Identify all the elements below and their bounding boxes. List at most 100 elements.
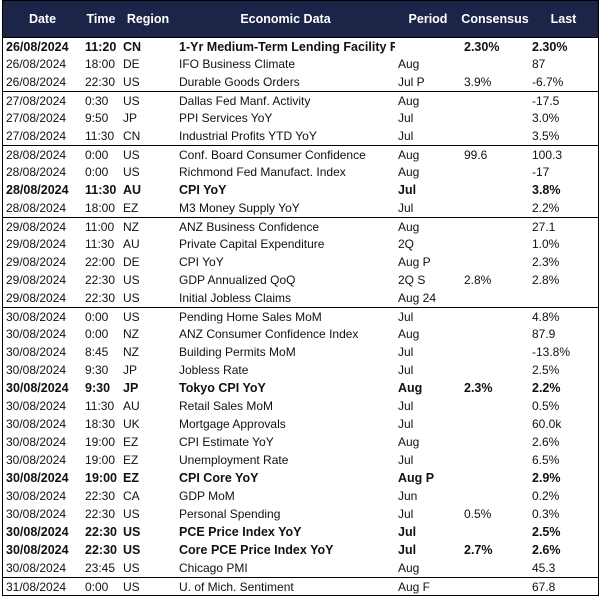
cell: 22:30 [85,543,117,557]
cell: 11:00 [85,219,115,234]
cell: 87.9 [532,327,556,341]
cell: Mortgage Approvals [179,417,286,431]
cell: 8:45 [85,345,109,359]
cell: Jul [398,111,414,125]
cell: Jul P [398,75,425,89]
data-row: 30/08/2024 19:00 EZ CPI Estimate YoY Aug 2.6% [3,433,598,451]
cell: Personal Spending [179,507,281,521]
cell: -6.7% [532,75,564,89]
cell: Jul [398,183,417,197]
cell: 67.8 [532,579,556,594]
data-row: 30/08/2024 9:30 JP Jobless Rate Jul 2.5% [3,361,598,379]
cell: 22:30 [85,291,116,305]
cell: 2.8% [464,273,492,287]
cell: NZ [123,219,139,234]
cell: 30/08/2024 [6,453,67,467]
data-row: 29/08/2024 22:30 US Initial Jobless Claims A… [3,289,598,307]
cell: US [123,165,140,179]
cell: US [123,291,140,305]
cell: 0.3% [532,507,560,521]
cell: PCE Price Index YoY [179,525,302,539]
cell: US [123,507,140,521]
cell: 29/08/2024 [6,219,67,234]
cell: -17 [532,165,550,179]
data-row: 26/08/2024 22:30 US Durable Goods Orders Jul… [3,73,598,91]
cell: 22:30 [85,273,116,287]
cell: NZ [123,327,139,341]
cell: Dallas Fed Manf. Activity [179,93,311,108]
cell: EZ [123,453,139,467]
cell: 11:30 [85,237,115,251]
cell: Aug [398,147,420,162]
cell: M3 Money Supply YoY [179,201,300,215]
cell: 30/08/2024 [6,489,67,503]
cell: US [123,543,141,557]
cell: Durable Goods Orders [179,75,300,89]
cell: U. of Mich. Sentiment [179,579,294,594]
cell: 30/08/2024 [6,417,67,431]
cell: Initial Jobless Claims [179,291,292,305]
data-row: 27/08/2024 11:30 CN Industrial Profits YTD … [3,127,598,145]
cell: Aug [398,219,420,234]
cell: 0:00 [85,165,109,179]
cell: US [123,273,140,287]
data-row: 31/08/2024 0:00 US U. of Mich. Sentiment Aug… [3,577,598,595]
cell: 19:00 [85,453,116,467]
cell: 3.5% [532,129,560,143]
cell: Aug P [398,255,431,269]
cell: 11:30 [85,129,115,143]
cell: US [123,147,140,162]
cell: Building Permits MoM [179,345,296,359]
data-row: 26/08/2024 18:00 DE IFO Business Climate Aug… [3,55,598,73]
data-row: 29/08/2024 22:30 US GDP Annualized QoQ 2Q S 2… [3,271,598,289]
cell: 30/08/2024 [6,507,67,521]
data-row: 30/08/2024 22:30 US Core PCE Price Index Yo… [3,541,598,559]
cell: EZ [123,471,139,485]
cell: Jun [398,489,418,503]
cell: AU [123,237,140,251]
cell: Tokyo CPI YoY [179,381,266,395]
cell: Aug [398,561,420,575]
cell: 19:00 [85,435,116,449]
cell: Aug [398,93,420,108]
cell: 22:30 [85,507,116,521]
header-cell: Time [86,12,116,26]
data-row: 30/08/2024 18:30 UK Mortgage Approvals Jul 60… [3,415,598,433]
cell: 0:00 [85,579,109,594]
cell: Jul [398,417,414,431]
cell: 18:30 [85,417,116,431]
cell: Aug P [398,471,435,485]
cell: Chicago PMI [179,561,248,575]
cell: 3.0% [532,111,560,125]
cell: Unemployment Rate [179,453,289,467]
cell: US [123,93,140,108]
cell: JP [123,111,138,125]
cell: 19:00 [85,471,117,485]
cell: 11:30 [85,183,117,197]
cell: 99.6 [464,147,488,162]
cell: CPI YoY [179,255,224,269]
cell: US [123,75,140,89]
cell: 26/08/2024 [6,75,67,89]
data-row: 26/08/2024 11:20 CN 1-Yr Medium-Term Lendin… [3,37,598,55]
cell: Jul [398,129,414,143]
cell: 26/08/2024 [6,39,69,54]
cell: 11:20 [85,39,117,54]
cell: 0:00 [85,327,109,341]
cell: 30/08/2024 [6,471,69,485]
data-row: 27/08/2024 0:30 US Dallas Fed Manf. Activit… [3,91,598,109]
cell: 2.3% [532,255,560,269]
data-row: 30/08/2024 11:30 AU Retail Sales MoM Jul 0.5% [3,397,598,415]
cell: DE [123,255,140,269]
cell: 2Q S [398,273,426,287]
cell: 30/08/2024 [6,435,67,449]
cell: 28/08/2024 [6,183,69,197]
cell: 2.9% [532,471,561,485]
data-row: 30/08/2024 23:45 US Chicago PMI Aug 45.3 [3,559,598,577]
cell: Jul [398,345,414,359]
data-row: 30/08/2024 0:00 NZ ANZ Consumer Confidence … [3,325,598,343]
data-row: 28/08/2024 11:30 AU CPI YoY Jul 3.8% [3,181,598,199]
data-row: 29/08/2024 11:00 NZ ANZ Business Confidence… [3,217,598,235]
